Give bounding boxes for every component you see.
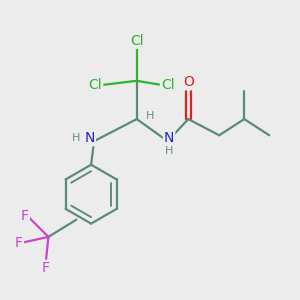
Text: N: N (85, 131, 95, 145)
Text: Cl: Cl (89, 78, 102, 92)
Text: F: F (21, 209, 29, 223)
Text: H: H (72, 133, 81, 143)
Text: H: H (146, 111, 154, 121)
Text: F: F (15, 236, 23, 250)
Text: N: N (164, 131, 174, 145)
Text: Cl: Cl (130, 34, 144, 48)
Text: O: O (183, 75, 194, 89)
Text: H: H (165, 146, 173, 157)
Text: Cl: Cl (161, 78, 175, 92)
Text: F: F (41, 261, 50, 275)
